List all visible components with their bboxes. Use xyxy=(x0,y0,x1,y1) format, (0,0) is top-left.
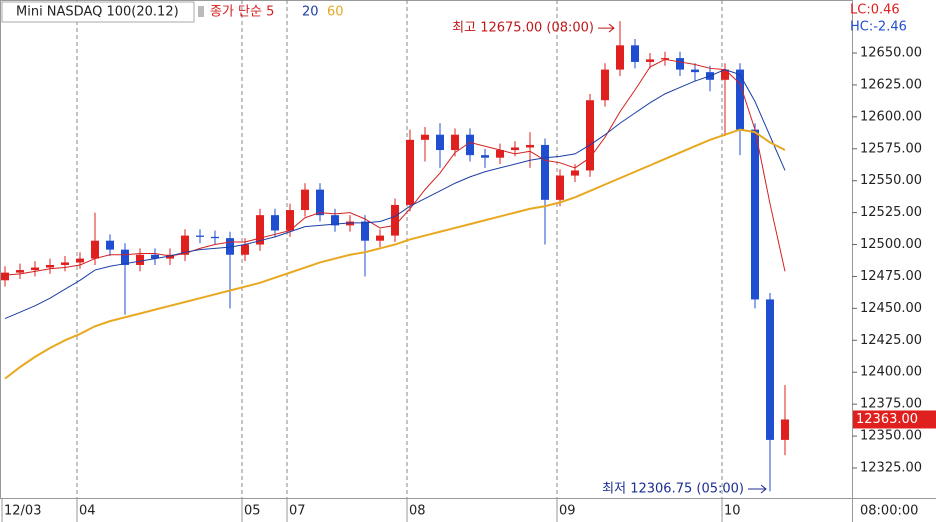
candle-body xyxy=(106,240,114,250)
candle-body xyxy=(256,215,264,245)
y-tick-label: 12525.00 xyxy=(860,205,922,220)
annotation-arrow xyxy=(598,23,615,33)
x-tick-label: 04 xyxy=(79,504,96,519)
candle-body xyxy=(241,244,249,255)
ma-line xyxy=(4,128,786,380)
candle-body xyxy=(286,210,294,231)
candle-body xyxy=(751,129,759,300)
annotation-arrow xyxy=(748,484,767,494)
candle-body xyxy=(151,254,159,259)
y-tick-label: 12450.00 xyxy=(860,301,922,316)
x-tick-label: 05 xyxy=(244,504,261,519)
candle-body xyxy=(661,58,669,60)
legend-entry: 60 xyxy=(327,5,344,20)
annotation-high: 최고 12675.00 (08:00) xyxy=(452,21,594,36)
y-tick-label: 12625.00 xyxy=(860,77,922,92)
candle-body xyxy=(1,272,9,281)
candle-body xyxy=(316,189,324,216)
candle-body xyxy=(466,134,474,156)
last-price-label: 12363.00 xyxy=(856,412,918,427)
lc-label: LC:0.46 xyxy=(850,3,900,18)
candle-body xyxy=(226,238,234,255)
last-price-box xyxy=(853,410,936,429)
candle-body xyxy=(556,175,564,200)
candle-body xyxy=(691,69,699,73)
legend-entry: 20 xyxy=(302,5,319,20)
candle-body xyxy=(526,144,534,148)
candle-body xyxy=(31,267,39,271)
legend-title: Mini NASDAQ 100(20.12) xyxy=(16,5,179,20)
y-tick-label: 12350.00 xyxy=(860,429,922,444)
candle-body xyxy=(676,58,684,70)
candle-body xyxy=(301,189,309,211)
candle-body xyxy=(646,59,654,62)
candle-body xyxy=(166,254,174,259)
x-tick-label: 08 xyxy=(409,504,426,519)
candle-body xyxy=(61,262,69,265)
y-tick-label: 12475.00 xyxy=(860,269,922,284)
y-tick-label: 12500.00 xyxy=(860,237,922,252)
candle-body xyxy=(181,235,189,255)
candle-body xyxy=(76,258,84,263)
candle-body xyxy=(406,139,414,205)
candle-body xyxy=(481,155,489,158)
candle-body xyxy=(271,215,279,231)
candle-body xyxy=(211,236,219,239)
legend-icon xyxy=(198,6,204,17)
legend-entry: 종가 단순 5 xyxy=(210,5,274,20)
candle-body xyxy=(721,69,729,80)
y-tick-label: 12325.00 xyxy=(860,460,922,475)
y-tick-label: 12550.00 xyxy=(860,173,922,188)
candle-body xyxy=(421,134,429,140)
candle-body xyxy=(496,150,504,158)
candle-body xyxy=(631,45,639,62)
candle-body xyxy=(511,147,519,151)
annotation-low: 최저 12306.75 (05:00) xyxy=(602,482,744,497)
candle-body xyxy=(601,69,609,101)
candle-body xyxy=(46,264,54,268)
time-label: 08:00:00 xyxy=(860,504,918,519)
candle-body xyxy=(391,204,399,236)
candle-body xyxy=(571,170,579,176)
candle-body xyxy=(91,240,99,259)
y-tick-label: 12600.00 xyxy=(860,109,922,124)
candle-body xyxy=(376,235,384,241)
candle-body xyxy=(616,45,624,70)
legend-box xyxy=(1,1,195,23)
x-tick-label: 07 xyxy=(289,504,306,519)
y-tick-label: 12575.00 xyxy=(860,141,922,156)
candle-body xyxy=(586,100,594,171)
candle-body xyxy=(436,134,444,151)
x-tick-label: 09 xyxy=(559,504,576,519)
candle-body xyxy=(196,235,204,237)
plot-layer xyxy=(1,0,789,498)
x-tick-label: 10 xyxy=(724,504,741,519)
x-tick-label: 12/03 xyxy=(4,504,41,519)
candle-body xyxy=(361,221,369,241)
y-tick-label: 12650.00 xyxy=(860,45,922,60)
candle-body xyxy=(346,221,354,226)
ma-line xyxy=(4,58,786,276)
candle-body xyxy=(331,215,339,226)
candle-body xyxy=(136,254,144,265)
candle-body xyxy=(736,69,744,130)
hc-label: HC:-2.46 xyxy=(850,20,907,35)
y-tick-label: 12425.00 xyxy=(860,333,922,348)
candle-body xyxy=(16,270,24,273)
candle-body xyxy=(121,249,129,265)
y-tick-label: 12400.00 xyxy=(860,365,922,380)
candle-body xyxy=(781,419,789,440)
y-tick-label: 12375.00 xyxy=(860,397,922,412)
candle-body xyxy=(766,299,774,440)
candle-body xyxy=(451,134,459,151)
ma-line xyxy=(4,69,786,320)
candle-body xyxy=(541,144,549,200)
